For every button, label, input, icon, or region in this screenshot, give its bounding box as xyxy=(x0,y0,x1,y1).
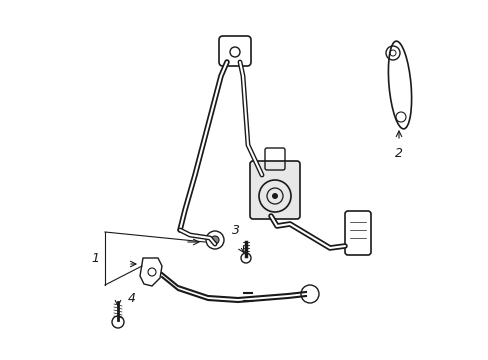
Circle shape xyxy=(210,236,219,244)
Circle shape xyxy=(271,193,278,199)
Text: 1: 1 xyxy=(91,252,99,265)
Text: 2: 2 xyxy=(394,147,402,159)
FancyBboxPatch shape xyxy=(249,161,299,219)
Text: 3: 3 xyxy=(231,224,240,237)
Text: 4: 4 xyxy=(128,292,136,305)
